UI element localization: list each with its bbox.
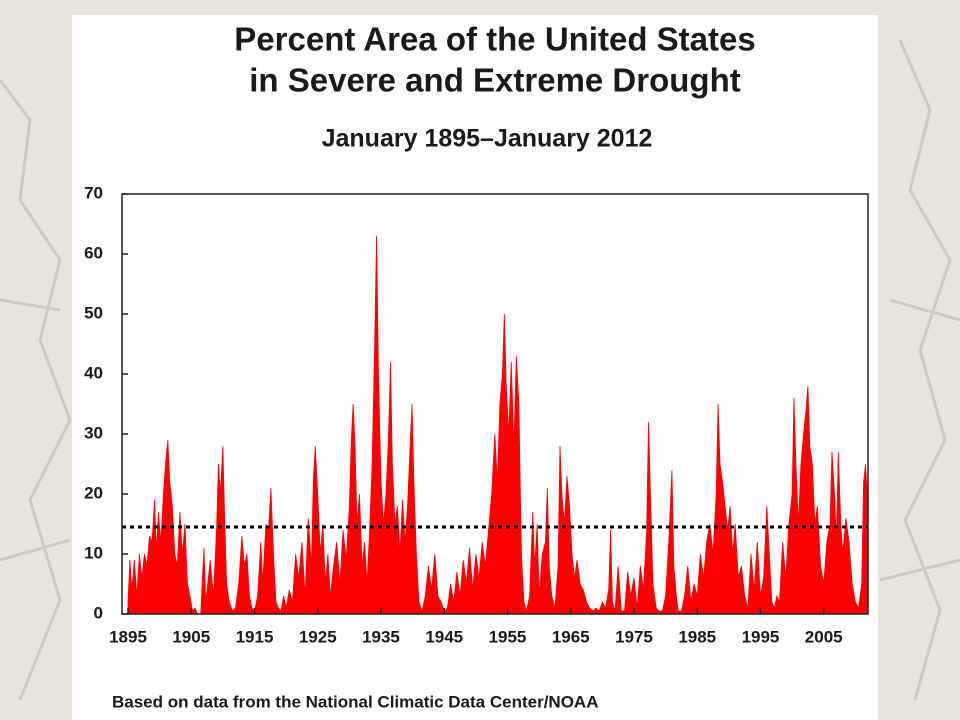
x-tick-label: 1955: [489, 627, 527, 646]
plot-frame: [121, 193, 869, 615]
x-tick-label: 2005: [805, 627, 843, 646]
x-tick-label: 1905: [172, 627, 210, 646]
y-tick-label: 70: [84, 183, 103, 202]
area: [127, 235, 869, 615]
x-tick-label: 1975: [615, 627, 653, 646]
x-tick-label: 1995: [742, 627, 780, 646]
x-tick-label: 1945: [425, 627, 463, 646]
chart-subtitle: January 1895–January 2012: [322, 125, 653, 153]
source-note: Based on data from the National Climatic…: [112, 692, 598, 711]
x-tick-label: 1925: [299, 627, 337, 646]
x-tick-label: 1895: [109, 627, 147, 646]
chart-title: in Severe and Extreme Drought: [249, 62, 740, 99]
x-tick-label: 1985: [678, 627, 716, 646]
y-tick-label: 50: [84, 303, 103, 322]
y-tick-label: 40: [84, 363, 103, 382]
y-tick-label: 60: [84, 243, 103, 262]
y-tick-label: 30: [84, 423, 103, 442]
y-tick-label: 10: [84, 543, 103, 562]
x-tick-label: 1915: [236, 627, 274, 646]
background-cracks: [0, 39, 960, 701]
y-tick-label: 20: [84, 483, 103, 502]
chart-title: Percent Area of the United States: [234, 21, 755, 58]
y-tick-label: 0: [94, 603, 103, 622]
x-tick-label: 1965: [552, 627, 590, 646]
x-tick-label: 1935: [362, 627, 400, 646]
